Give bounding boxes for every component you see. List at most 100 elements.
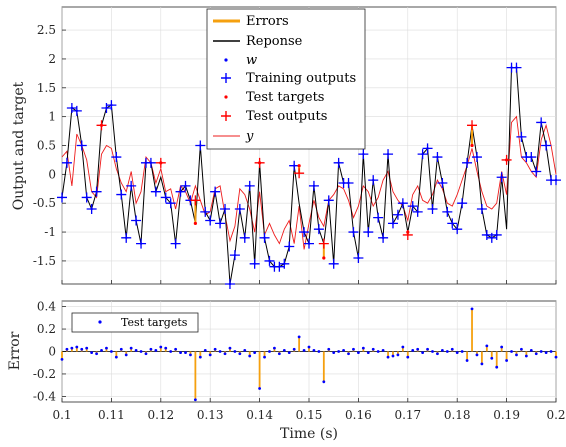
w-point	[95, 190, 98, 193]
error-point	[361, 346, 365, 350]
w-point	[475, 155, 479, 159]
w-point	[500, 176, 503, 179]
error-point	[124, 353, 128, 357]
test-target-point	[505, 158, 509, 162]
w-point	[80, 144, 83, 147]
w-point	[243, 236, 246, 240]
legend-errors: Errors	[246, 14, 289, 29]
error-point	[243, 348, 247, 352]
error-point	[480, 362, 484, 366]
w-point	[451, 222, 454, 225]
w-point	[292, 164, 296, 167]
error-point	[371, 347, 375, 351]
w-point	[431, 207, 434, 211]
bottom-xtick-label: 0.13	[197, 408, 224, 422]
w-point	[554, 178, 558, 182]
error-point	[114, 355, 118, 359]
w-point	[164, 196, 167, 199]
w-point	[139, 242, 143, 245]
legend-testoutputs-marker	[221, 111, 231, 121]
top-ytick-label: 1	[48, 110, 56, 124]
error-point	[134, 348, 138, 352]
error-point	[248, 354, 252, 358]
error-point	[253, 351, 257, 355]
bottom-xtick-label: 0.18	[444, 408, 471, 422]
test-target-point	[99, 123, 104, 127]
w-point	[381, 236, 385, 240]
error-point	[475, 353, 479, 357]
bottom-ytick-label: 0.4	[37, 300, 56, 314]
w-point	[535, 170, 538, 173]
w-point	[386, 152, 390, 156]
error-point	[381, 348, 385, 352]
error-point	[544, 351, 548, 355]
top-ytick-label: 0	[48, 167, 56, 181]
error-point	[445, 350, 449, 353]
test-output-point	[190, 195, 201, 206]
w-point	[302, 230, 306, 234]
w-point	[460, 202, 464, 205]
error-point	[406, 355, 410, 359]
error-point	[154, 348, 158, 352]
test-target-point	[406, 230, 410, 234]
error-point	[450, 347, 454, 351]
bottom-xlabel: Time (s)	[280, 426, 338, 442]
test-target-point	[193, 221, 197, 226]
w-point	[362, 152, 365, 156]
error-point	[302, 348, 306, 352]
w-point	[426, 147, 429, 150]
w-point	[337, 161, 340, 165]
error-point	[159, 345, 163, 349]
error-point	[238, 352, 242, 356]
error-point	[490, 356, 494, 360]
error-point	[539, 350, 543, 353]
error-point	[524, 354, 528, 358]
test-target-point	[159, 161, 163, 165]
error-point	[332, 351, 336, 355]
w-point	[530, 155, 533, 159]
error-point	[184, 351, 187, 355]
error-point	[100, 348, 103, 352]
top-ytick-label: 2	[48, 52, 56, 66]
error-point	[149, 347, 153, 351]
error-point	[500, 345, 504, 349]
w-point	[174, 242, 177, 245]
error-point	[65, 347, 69, 351]
top-ytick-label: -0.5	[33, 196, 56, 210]
bottom-xtick-label: 0.17	[394, 408, 421, 422]
legend-testtargets-marker	[224, 95, 228, 99]
w-point	[90, 207, 93, 211]
error-point	[505, 359, 508, 362]
error-point	[119, 347, 123, 351]
error-point	[228, 346, 232, 350]
error-point	[70, 346, 74, 350]
w-point	[436, 155, 439, 159]
test-output-point	[318, 238, 329, 249]
error-point	[396, 353, 400, 357]
error-point	[292, 347, 296, 351]
test-target-point	[258, 161, 262, 165]
error-point	[273, 346, 276, 350]
error-point	[75, 345, 79, 349]
legend-testtargets: Test targets	[246, 90, 324, 105]
error-point	[85, 346, 89, 350]
error-point	[208, 353, 212, 357]
w-point	[125, 236, 128, 240]
w-point	[441, 181, 444, 185]
w-point	[347, 181, 350, 185]
error-point	[376, 350, 380, 353]
error-point	[549, 350, 553, 353]
error-point	[307, 345, 311, 349]
w-point	[391, 222, 395, 225]
bottom-xtick-label: 0.16	[345, 408, 372, 422]
error-point	[277, 352, 281, 356]
w-point	[70, 106, 74, 110]
w-point	[209, 219, 212, 222]
error-point	[465, 359, 469, 362]
w-point	[465, 161, 469, 165]
w-point	[446, 210, 449, 214]
w-point	[485, 233, 489, 237]
w-point	[367, 230, 370, 234]
error-point	[347, 352, 350, 356]
error-point	[411, 348, 415, 352]
